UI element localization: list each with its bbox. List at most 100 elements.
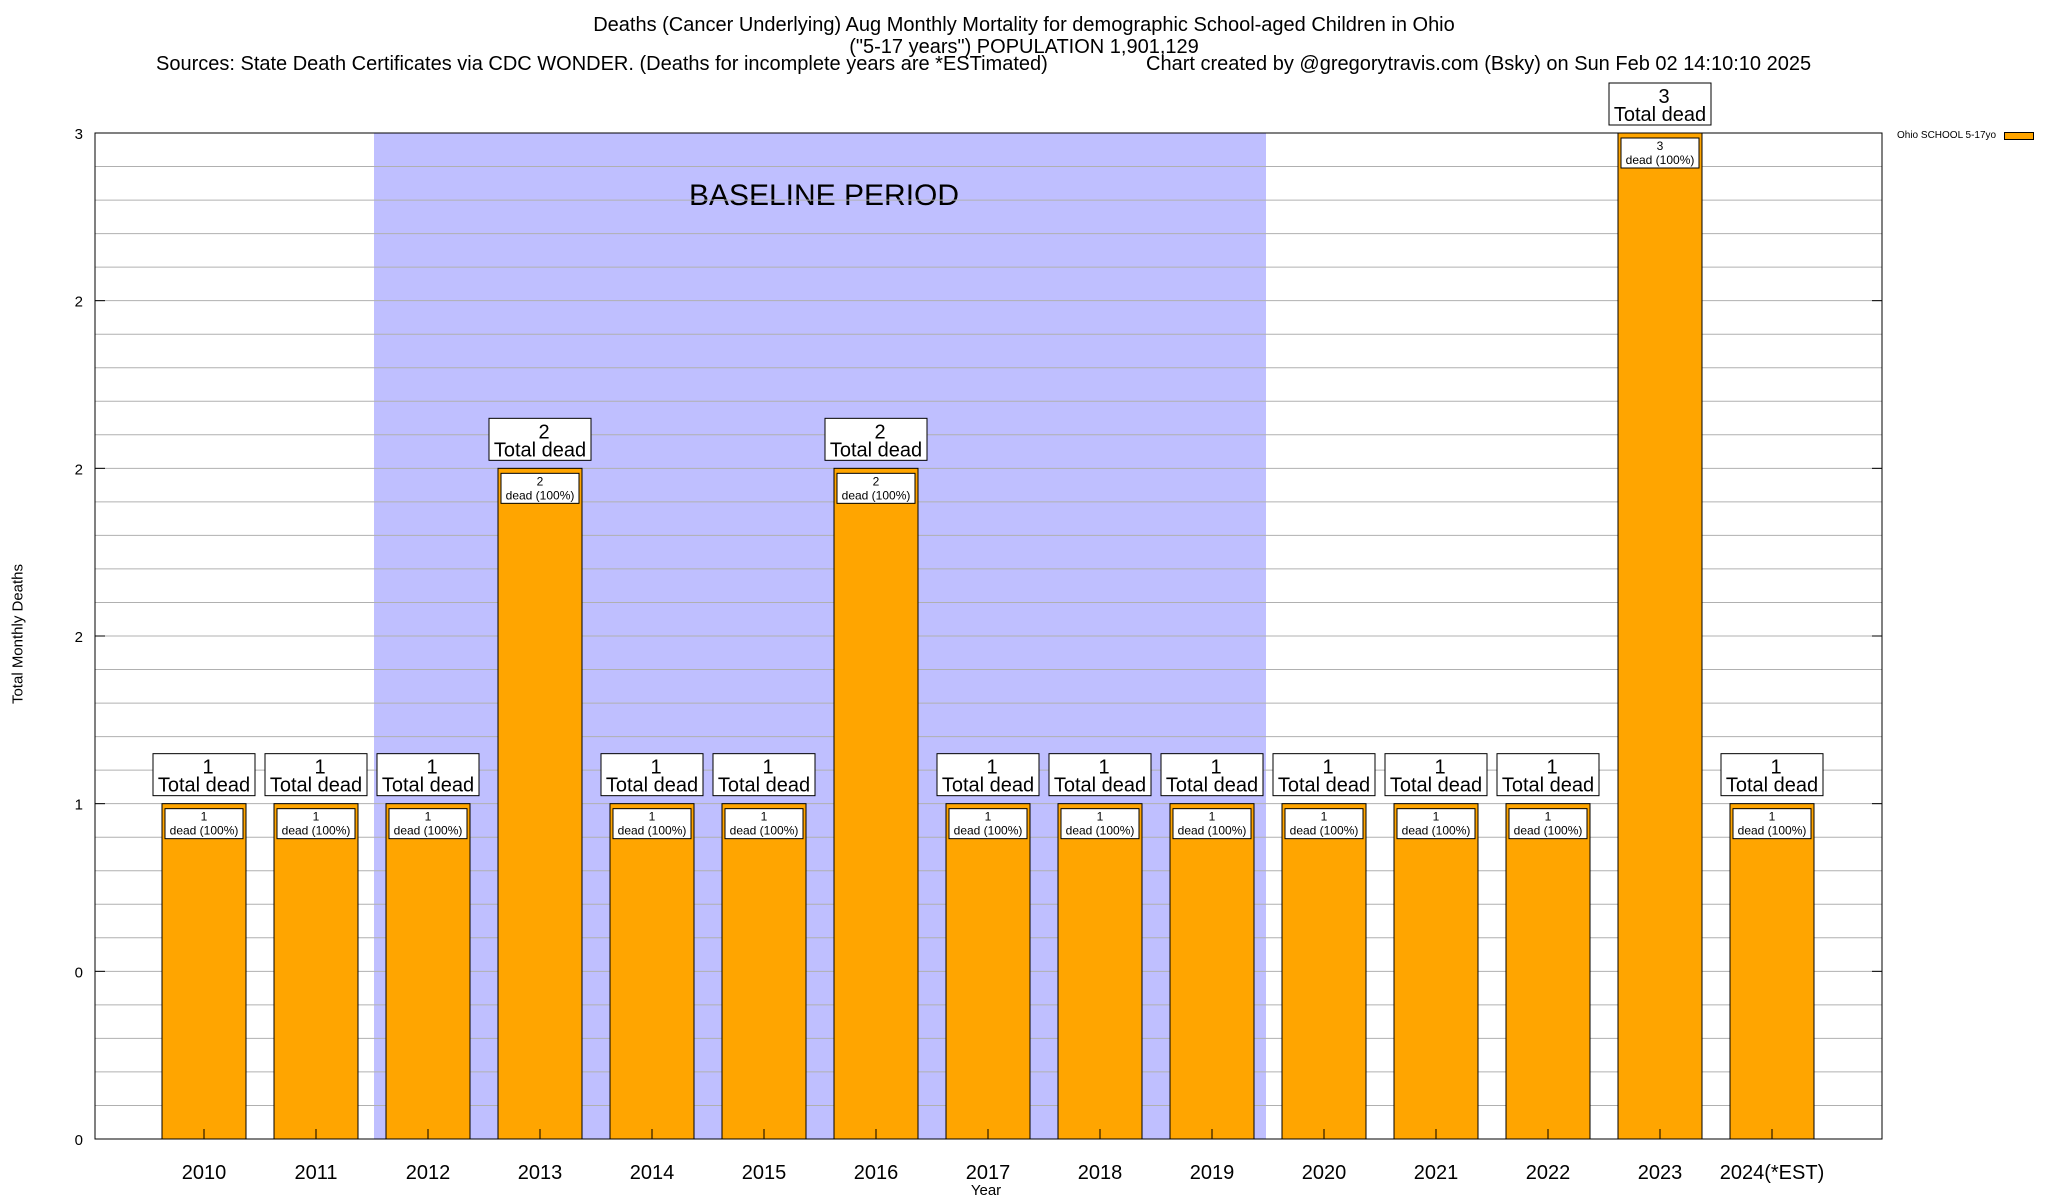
bar-total-label-box	[1608, 82, 1712, 126]
bar-inner-count: 1	[1097, 810, 1104, 824]
legend-swatch	[2004, 131, 2035, 140]
bar-total-label: Total dead	[1614, 104, 1706, 126]
bar-total-label-box	[1048, 753, 1152, 797]
bar-total-label: Total dead	[942, 775, 1034, 797]
x-tick-label: 2020	[1302, 1162, 1347, 1184]
bar-total-count: 1	[650, 757, 661, 779]
x-tick-label: 2018	[1078, 1162, 1123, 1184]
bar-total-label-box	[936, 753, 1040, 797]
bar-inner-label-box	[1172, 808, 1252, 840]
bar-total-count: 1	[426, 757, 437, 779]
bar	[1057, 803, 1143, 1140]
bar-inner-label: dead (100%)	[618, 824, 687, 838]
x-tick-label: 2016	[854, 1162, 899, 1184]
bar-inner-label-box	[948, 808, 1028, 840]
bar-inner-count: 1	[425, 810, 432, 824]
bar	[1169, 803, 1255, 1140]
bar-inner-count: 2	[873, 474, 880, 488]
bar-total-label-box	[488, 417, 592, 461]
bar	[161, 803, 247, 1140]
bar	[609, 803, 695, 1140]
bar-total-count: 1	[762, 757, 773, 779]
bar-total-label: Total dead	[1278, 775, 1370, 797]
bar-inner-label: dead (100%)	[1514, 824, 1583, 838]
bar-inner-label: dead (100%)	[1066, 824, 1135, 838]
x-tick-label: 2015	[742, 1162, 787, 1184]
bar-inner-label: dead (100%)	[730, 824, 799, 838]
bar-total-label-box	[600, 753, 704, 797]
x-axis-label: Year	[970, 1182, 1002, 1199]
bar	[1281, 803, 1367, 1140]
x-tick-label: 2014	[630, 1162, 675, 1184]
bar-inner-label: dead (100%)	[282, 824, 351, 838]
bar-inner-label-box	[1732, 808, 1812, 840]
bar-inner-count: 1	[1545, 810, 1552, 824]
bar-total-count: 1	[314, 757, 325, 779]
bar-total-label: Total dead	[718, 775, 810, 797]
bar-inner-label-box	[612, 808, 692, 840]
bar-inner-count: 1	[1321, 810, 1328, 824]
bar-inner-label: dead (100%)	[842, 488, 911, 502]
bar-inner-count: 1	[649, 810, 656, 824]
y-tick-label: 2	[75, 461, 83, 478]
bar-inner-label-box	[1060, 808, 1140, 840]
bar	[385, 803, 471, 1140]
bar-total-count: 1	[1098, 757, 1109, 779]
chart-title-line2: ("5-17 years") POPULATION 1,901,129	[849, 36, 1199, 58]
bar-total-count: 1	[1546, 757, 1557, 779]
bar-total-count: 1	[1770, 757, 1781, 779]
bar-inner-label: dead (100%)	[1626, 153, 1695, 167]
x-tick-label: 2019	[1190, 1162, 1235, 1184]
bar-total-label: Total dead	[1054, 775, 1146, 797]
bar	[1617, 132, 1703, 1140]
bar-total-label: Total dead	[830, 439, 922, 461]
bar-inner-count: 1	[1433, 810, 1440, 824]
x-tick-label: 2013	[518, 1162, 563, 1184]
bar-inner-count: 1	[313, 810, 320, 824]
bar-inner-label-box	[164, 808, 244, 840]
bar-inner-count: 1	[985, 810, 992, 824]
x-tick-label: 2024(*EST)	[1720, 1162, 1825, 1184]
bar	[273, 803, 359, 1140]
bar	[1505, 803, 1591, 1140]
bar-total-count: 1	[1322, 757, 1333, 779]
plot-border	[94, 132, 1883, 1140]
bar-total-label: Total dead	[1502, 775, 1594, 797]
bar-total-label-box	[264, 753, 368, 797]
legend-label: Ohio SCHOOL 5-17yo	[1897, 130, 1997, 141]
bar-inner-count: 2	[537, 474, 544, 488]
bar-total-label: Total dead	[158, 775, 250, 797]
x-tick-label: 2010	[182, 1162, 227, 1184]
y-tick-label: 2	[75, 629, 83, 646]
bar-total-label: Total dead	[494, 439, 586, 461]
chart-sources: Sources: State Death Certificates via CD…	[156, 53, 1048, 75]
bar-inner-label: dead (100%)	[1738, 824, 1807, 838]
bar-total-label: Total dead	[1726, 775, 1818, 797]
bar-inner-label-box	[1396, 808, 1476, 840]
bar-total-count: 1	[1210, 757, 1221, 779]
bar-inner-label-box	[724, 808, 804, 840]
bar-inner-label: dead (100%)	[170, 824, 239, 838]
bar-total-count: 1	[202, 757, 213, 779]
y-tick-label: 1	[75, 797, 83, 814]
bar-inner-label-box	[1620, 137, 1700, 169]
chart-credit: Chart created by @gregorytravis.com (Bsk…	[1146, 53, 1812, 75]
chart-title-line1: Deaths (Cancer Underlying) Aug Monthly M…	[593, 14, 1455, 36]
x-tick-label: 2021	[1414, 1162, 1459, 1184]
bar-total-count: 2	[874, 421, 885, 443]
bar-inner-label: dead (100%)	[1290, 824, 1359, 838]
bar-total-label-box	[1160, 753, 1264, 797]
bar-inner-label: dead (100%)	[954, 824, 1023, 838]
bar-inner-label-box	[500, 472, 580, 504]
bar-inner-count: 1	[761, 810, 768, 824]
bar-total-count: 2	[538, 421, 549, 443]
bar-total-count: 3	[1658, 86, 1669, 108]
bar-inner-count: 3	[1657, 139, 1664, 153]
x-tick-label: 2022	[1526, 1162, 1571, 1184]
bar-inner-label: dead (100%)	[1402, 824, 1471, 838]
legend: Ohio SCHOOL 5-17yo	[1897, 130, 2035, 141]
bar-total-label-box	[152, 753, 256, 797]
bar-total-label: Total dead	[270, 775, 362, 797]
bar-inner-label: dead (100%)	[1178, 824, 1247, 838]
bar-total-count: 1	[1434, 757, 1445, 779]
